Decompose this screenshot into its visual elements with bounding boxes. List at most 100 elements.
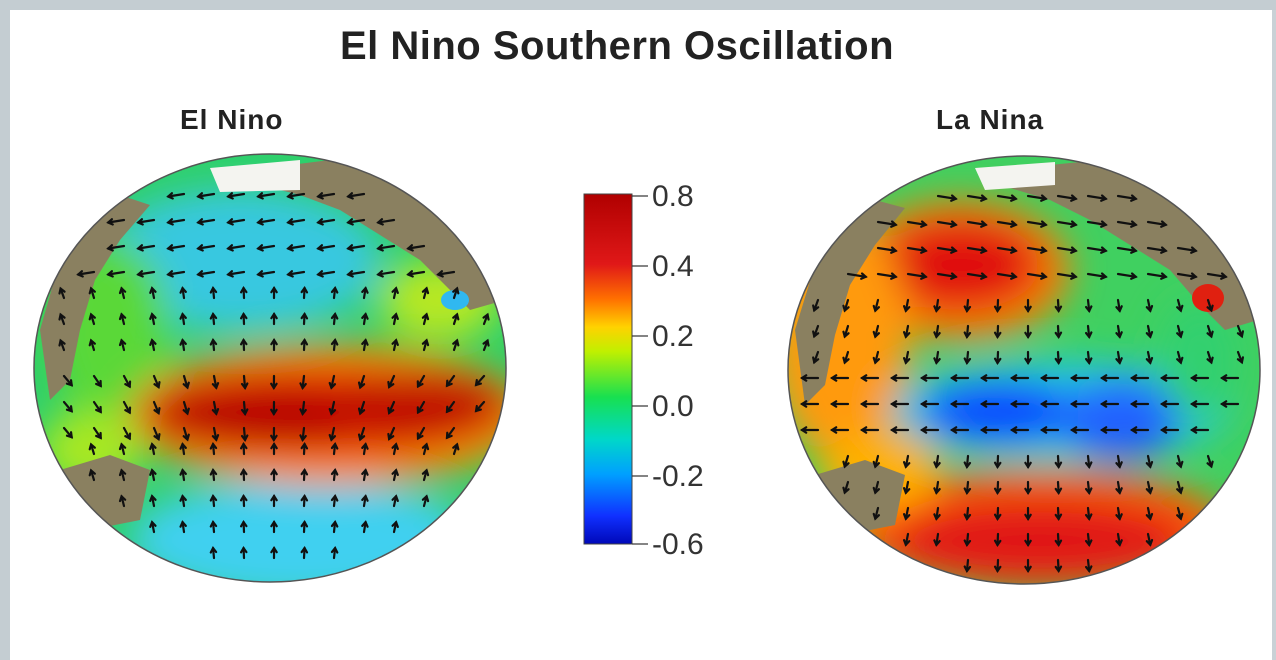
- wind-vector-head: [1024, 539, 1032, 548]
- wind-vector-head: [136, 270, 144, 278]
- wind-vector-head: [859, 374, 868, 382]
- wind-vector: [1086, 246, 1107, 252]
- wind-vector-head: [179, 442, 187, 450]
- colorbar-tick-label: 0.4: [652, 250, 694, 283]
- wind-vector-head: [421, 286, 430, 295]
- wind-vector-head: [980, 194, 988, 202]
- wind-vector-head: [391, 286, 399, 295]
- wind-vector-head: [179, 286, 187, 294]
- wind-vector-head: [1009, 400, 1018, 408]
- wind-vector-head: [933, 539, 941, 547]
- wind-vector: [1056, 220, 1077, 226]
- wind-vector-head: [391, 312, 399, 321]
- wind-vector-head: [1069, 374, 1078, 382]
- wind-vector-head: [239, 493, 248, 502]
- wind-vector-head: [1219, 374, 1228, 382]
- wind-vector-head: [316, 218, 324, 226]
- wind-vector: [257, 192, 276, 198]
- wind-vector: [1056, 246, 1077, 252]
- wind-vector-head: [209, 312, 218, 320]
- wind-vector-head: [256, 270, 264, 278]
- wind-vector-head: [270, 337, 278, 346]
- wind-vector-head: [872, 304, 881, 313]
- wind-vector: [227, 192, 246, 198]
- wind-vector-head: [226, 192, 234, 200]
- wind-vector-head: [1189, 426, 1198, 434]
- wind-vector-head: [270, 441, 278, 450]
- wind-vector-head: [211, 382, 220, 390]
- wind-vector-head: [993, 539, 1002, 548]
- wind-vector-head: [357, 381, 366, 390]
- wind-vector-head: [1206, 304, 1214, 313]
- wind-vector: [906, 246, 927, 252]
- wind-vector: [107, 270, 126, 276]
- wind-vector-head: [179, 520, 187, 528]
- wind-vector-head: [391, 442, 399, 451]
- wind-vector: [1026, 220, 1047, 226]
- wind-vector-head: [361, 286, 369, 294]
- wind-vector-head: [1024, 513, 1032, 522]
- wind-vector-head: [270, 311, 278, 320]
- wind-vector-head: [270, 519, 278, 528]
- wind-vector-head: [1176, 330, 1184, 339]
- wind-vector-head: [391, 520, 399, 529]
- wind-vector-head: [980, 246, 988, 254]
- wind-vector-head: [445, 431, 453, 440]
- wind-vector-head: [328, 433, 337, 442]
- wind-vector-head: [387, 380, 395, 389]
- wind-vector-head: [1084, 539, 1093, 547]
- wind-vector-head: [842, 330, 850, 339]
- wind-vector-head: [1159, 400, 1168, 408]
- wind-vector-head: [1236, 330, 1245, 339]
- wind-vector-head: [979, 426, 988, 434]
- wind-vector-head: [58, 312, 66, 321]
- wind-vector-head: [445, 405, 453, 414]
- wind-vector-head: [316, 244, 324, 252]
- wind-vector-head: [993, 357, 1002, 366]
- wind-vector: [287, 192, 306, 198]
- wind-vector: [966, 246, 987, 252]
- wind-vector: [996, 246, 1017, 252]
- wind-vector-head: [902, 487, 911, 495]
- wind-vector-head: [330, 468, 339, 476]
- wind-vector-head: [1099, 400, 1108, 408]
- wind-vector-head: [58, 286, 66, 295]
- wind-vector: [1026, 272, 1047, 278]
- wind-vector-head: [330, 442, 339, 450]
- wind-vector: [137, 244, 156, 250]
- wind-vector: [966, 220, 987, 226]
- wind-vector-head: [286, 192, 294, 200]
- wind-vector: [1026, 246, 1047, 252]
- wind-vector-head: [1129, 400, 1138, 408]
- wind-vector-head: [1130, 220, 1138, 228]
- wind-vector-head: [118, 494, 127, 503]
- wind-vector-head: [889, 400, 898, 408]
- wind-vector-head: [1145, 356, 1154, 365]
- wind-vector-head: [1099, 374, 1108, 382]
- wind-vector: [317, 192, 336, 198]
- wind-vector: [347, 244, 366, 250]
- wind-vector-head: [270, 434, 278, 443]
- wind-vector-head: [357, 407, 366, 416]
- wind-vector-head: [1190, 246, 1198, 254]
- wind-vector-head: [1176, 486, 1184, 495]
- wind-vector-head: [1130, 272, 1138, 280]
- wind-vector-head: [149, 468, 157, 476]
- wind-vector-head: [330, 312, 339, 320]
- wind-vector-head: [919, 374, 928, 382]
- wind-vector-head: [452, 442, 460, 451]
- wind-vector-head: [1145, 330, 1154, 339]
- wind-vector-head: [1024, 461, 1032, 470]
- wind-vector-head: [993, 487, 1002, 496]
- main-title: El Nino Southern Oscillation: [339, 24, 895, 68]
- wind-vector-head: [330, 494, 339, 502]
- wind-vector: [137, 218, 156, 224]
- wind-vector-head: [950, 194, 958, 202]
- wind-vector-head: [933, 357, 941, 365]
- wind-vector-head: [872, 460, 881, 469]
- wind-vector-head: [890, 246, 898, 254]
- wind-vector-head: [1206, 460, 1214, 469]
- wind-vector: [317, 270, 336, 276]
- wind-vector: [347, 192, 366, 198]
- wind-vector-head: [842, 356, 850, 365]
